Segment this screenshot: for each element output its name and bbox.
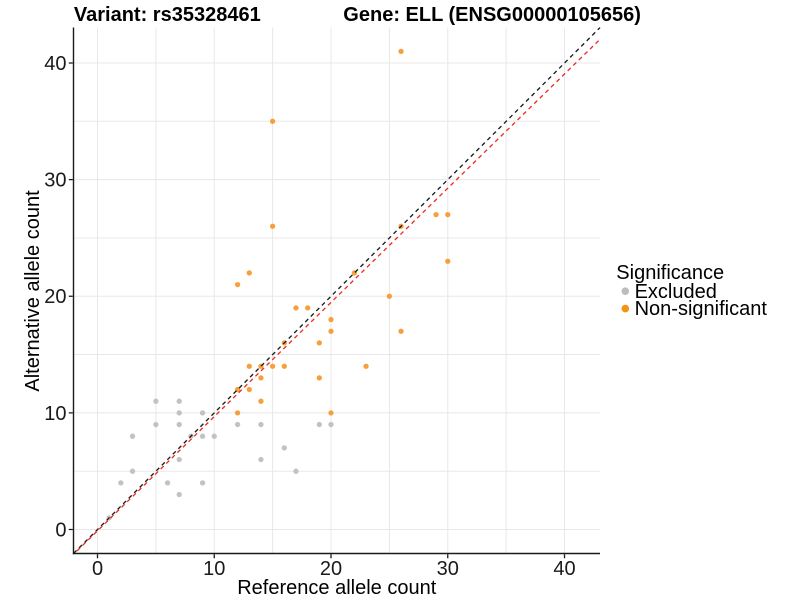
svg-text:Variant: rs35328461: Variant: rs35328461 bbox=[74, 4, 261, 26]
svg-text:0: 0 bbox=[55, 519, 66, 541]
svg-text:0: 0 bbox=[92, 558, 103, 580]
svg-text:Non-significant: Non-significant bbox=[635, 298, 768, 320]
svg-text:40: 40 bbox=[44, 53, 66, 75]
svg-text:40: 40 bbox=[553, 558, 575, 580]
svg-text:10: 10 bbox=[203, 558, 225, 580]
svg-text:30: 30 bbox=[437, 558, 459, 580]
svg-text:30: 30 bbox=[44, 170, 66, 192]
svg-text:Alternative allele count: Alternative allele count bbox=[22, 190, 44, 392]
svg-text:Excluded: Excluded bbox=[635, 281, 717, 303]
svg-text:Significance: Significance bbox=[616, 262, 724, 284]
svg-text:10: 10 bbox=[44, 403, 66, 425]
svg-text:Reference allele count: Reference allele count bbox=[237, 577, 436, 599]
svg-text:Gene: ELL (ENSG00000105656): Gene: ELL (ENSG00000105656) bbox=[343, 4, 641, 26]
svg-text:20: 20 bbox=[44, 286, 66, 308]
svg-text:20: 20 bbox=[320, 558, 342, 580]
